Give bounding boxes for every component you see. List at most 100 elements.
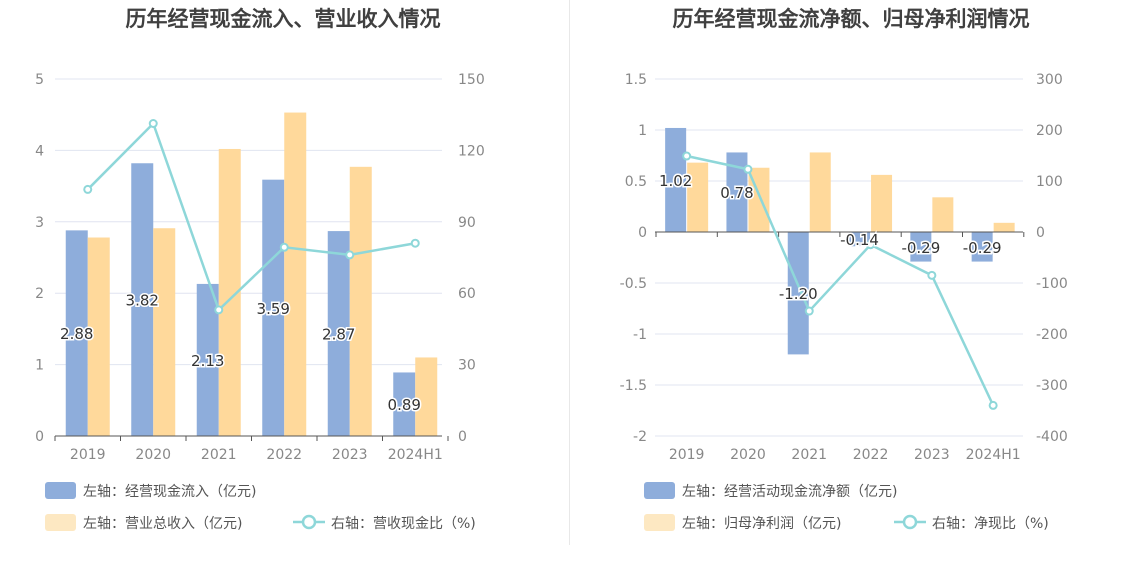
right-axis-tick-label: 100 — [1036, 174, 1063, 190]
left-axis-tick-label: 1 — [35, 358, 44, 374]
left-axis-tick-label: 0 — [35, 429, 44, 445]
right-chart-svg: -2 -1.5 -1 -0.5 0 0.5 1 1.5 -400 -300 -200 -100 0 100… — [620, 72, 1068, 463]
bar-secondary — [153, 228, 176, 436]
data-label: 0.89 — [388, 396, 421, 414]
bar-primary — [327, 231, 350, 436]
bar-primary — [665, 127, 687, 232]
right-axis-tick-label: 200 — [1036, 123, 1063, 139]
ratio-line — [686, 154, 995, 406]
right-axis-tick-label: 30 — [458, 358, 476, 374]
bar-secondary — [349, 166, 372, 436]
data-label: 3.82 — [126, 292, 159, 310]
ratio-point — [804, 306, 814, 316]
x-axis-tick-label: 2022 — [853, 447, 889, 463]
bar-secondary — [218, 148, 241, 437]
bar-primary — [726, 152, 748, 232]
data-label: -0.29 — [901, 239, 940, 257]
data-label: 2.87 — [322, 326, 355, 344]
data-label: 3.59 — [257, 300, 290, 318]
x-axis-tick-label: 2020 — [730, 447, 766, 463]
bar-secondary — [284, 112, 307, 437]
ratio-point — [148, 119, 158, 129]
right-axis-tick-label: -100 — [1036, 276, 1068, 292]
bar-primary — [787, 232, 809, 355]
bar-secondary — [415, 357, 438, 436]
data-label: -0.14 — [840, 231, 879, 249]
right-axis-tick-label: -400 — [1036, 429, 1068, 445]
data-label: 0.78 — [720, 184, 753, 202]
ratio-point — [345, 250, 355, 260]
bar-primary — [131, 163, 154, 436]
bar-primary — [262, 179, 285, 436]
ratio-line — [86, 121, 416, 313]
ratio-point — [927, 270, 937, 280]
ratio-point — [866, 240, 876, 250]
left-axis-tick-label: 0.5 — [625, 174, 647, 190]
right-axis-tick-label: 90 — [458, 215, 476, 231]
x-axis-tick-label: 2021 — [791, 447, 827, 463]
data-label: 2.88 — [60, 325, 93, 343]
legend-label: 右轴：营收现金比（%) — [331, 516, 476, 532]
left-axis-tick-label: -0.5 — [620, 276, 647, 292]
left-axis-tick-label: 3 — [35, 215, 44, 231]
left-axis-tick-label: -1.5 — [620, 378, 647, 394]
legend-label: 右轴：净现比（%) — [932, 516, 1049, 532]
left-axis-tick-label: 1.5 — [625, 72, 647, 88]
ratio-point — [279, 242, 289, 252]
data-label: -1.20 — [779, 285, 818, 303]
x-axis-tick-label: 2019 — [70, 447, 106, 463]
right-axis-tick-label: 120 — [458, 143, 485, 159]
bar-primary — [65, 230, 88, 436]
bar-secondary — [932, 197, 954, 232]
legend-label: 左轴：营业总收入（亿元) — [83, 516, 243, 532]
bar-secondary — [993, 222, 1015, 232]
data-label: -0.29 — [963, 239, 1002, 257]
bar-primary — [196, 283, 219, 436]
right-axis-tick-label: -300 — [1036, 378, 1068, 394]
left-axis-tick-label: 1 — [638, 123, 647, 139]
ratio-point — [682, 151, 692, 161]
data-label: 1.02 — [659, 172, 692, 190]
ratio-point — [988, 400, 998, 410]
legend-swatch — [644, 482, 675, 499]
bar-secondary — [687, 162, 709, 232]
x-axis-tick-label: 2021 — [201, 447, 237, 463]
legend-swatch — [45, 482, 76, 499]
left-axis-tick-label: -2 — [633, 429, 647, 445]
x-axis-tick-label: 2023 — [914, 447, 950, 463]
right-axis-tick-label: 150 — [458, 72, 485, 88]
ratio-point — [743, 164, 753, 174]
left-axis-tick-label: -1 — [633, 327, 647, 343]
ratio-point — [410, 238, 420, 248]
x-axis-tick-label: 2020 — [135, 447, 171, 463]
bar-secondary — [87, 237, 110, 436]
x-axis-tick-label: 2024H1 — [966, 447, 1021, 463]
x-axis-tick-label: 2022 — [266, 447, 302, 463]
bar-primary — [971, 232, 993, 262]
right-axis-tick-label: 60 — [458, 286, 476, 302]
left-axis-tick-label: 5 — [35, 72, 44, 88]
legend-swatch — [45, 514, 76, 531]
right-chart-panel: 历年经营现金流净额、归母净利润情况 -2 -1.5 -1 -0.5 0 0.5 1 1.5 -4… — [568, 0, 1134, 582]
chart-title: 历年经营现金流净额、归母净利润情况 — [672, 7, 1030, 31]
legend-label: 左轴：经营现金流入（亿元) — [83, 484, 257, 500]
data-label: 2.13 — [191, 352, 224, 370]
left-chart-panel: 历年经营现金流入、营业收入情况 0 1 2 3 4 5 0 30 60 90 120 150 2019 2… — [0, 0, 566, 582]
ratio-point — [83, 184, 93, 194]
x-axis-tick-label: 2019 — [669, 447, 705, 463]
bar-secondary — [809, 152, 831, 232]
bar-secondary — [871, 174, 893, 232]
left-axis-tick-label: 4 — [35, 143, 44, 159]
bar-primary — [910, 232, 932, 262]
left-axis-tick-label: 0 — [638, 225, 647, 241]
legend-line-icon — [293, 514, 325, 530]
right-axis-tick-label: -200 — [1036, 327, 1068, 343]
legend-line-icon — [894, 514, 926, 530]
panel-divider — [569, 0, 570, 545]
chart-title: 历年经营现金流入、营业收入情况 — [125, 7, 441, 31]
x-axis-tick-label: 2023 — [332, 447, 368, 463]
x-axis-tick-label: 2024H1 — [388, 447, 443, 463]
right-axis-tick-label: 0 — [458, 429, 467, 445]
legend-label: 左轴：归母净利润（亿元) — [682, 516, 842, 532]
bar-primary — [393, 372, 416, 436]
